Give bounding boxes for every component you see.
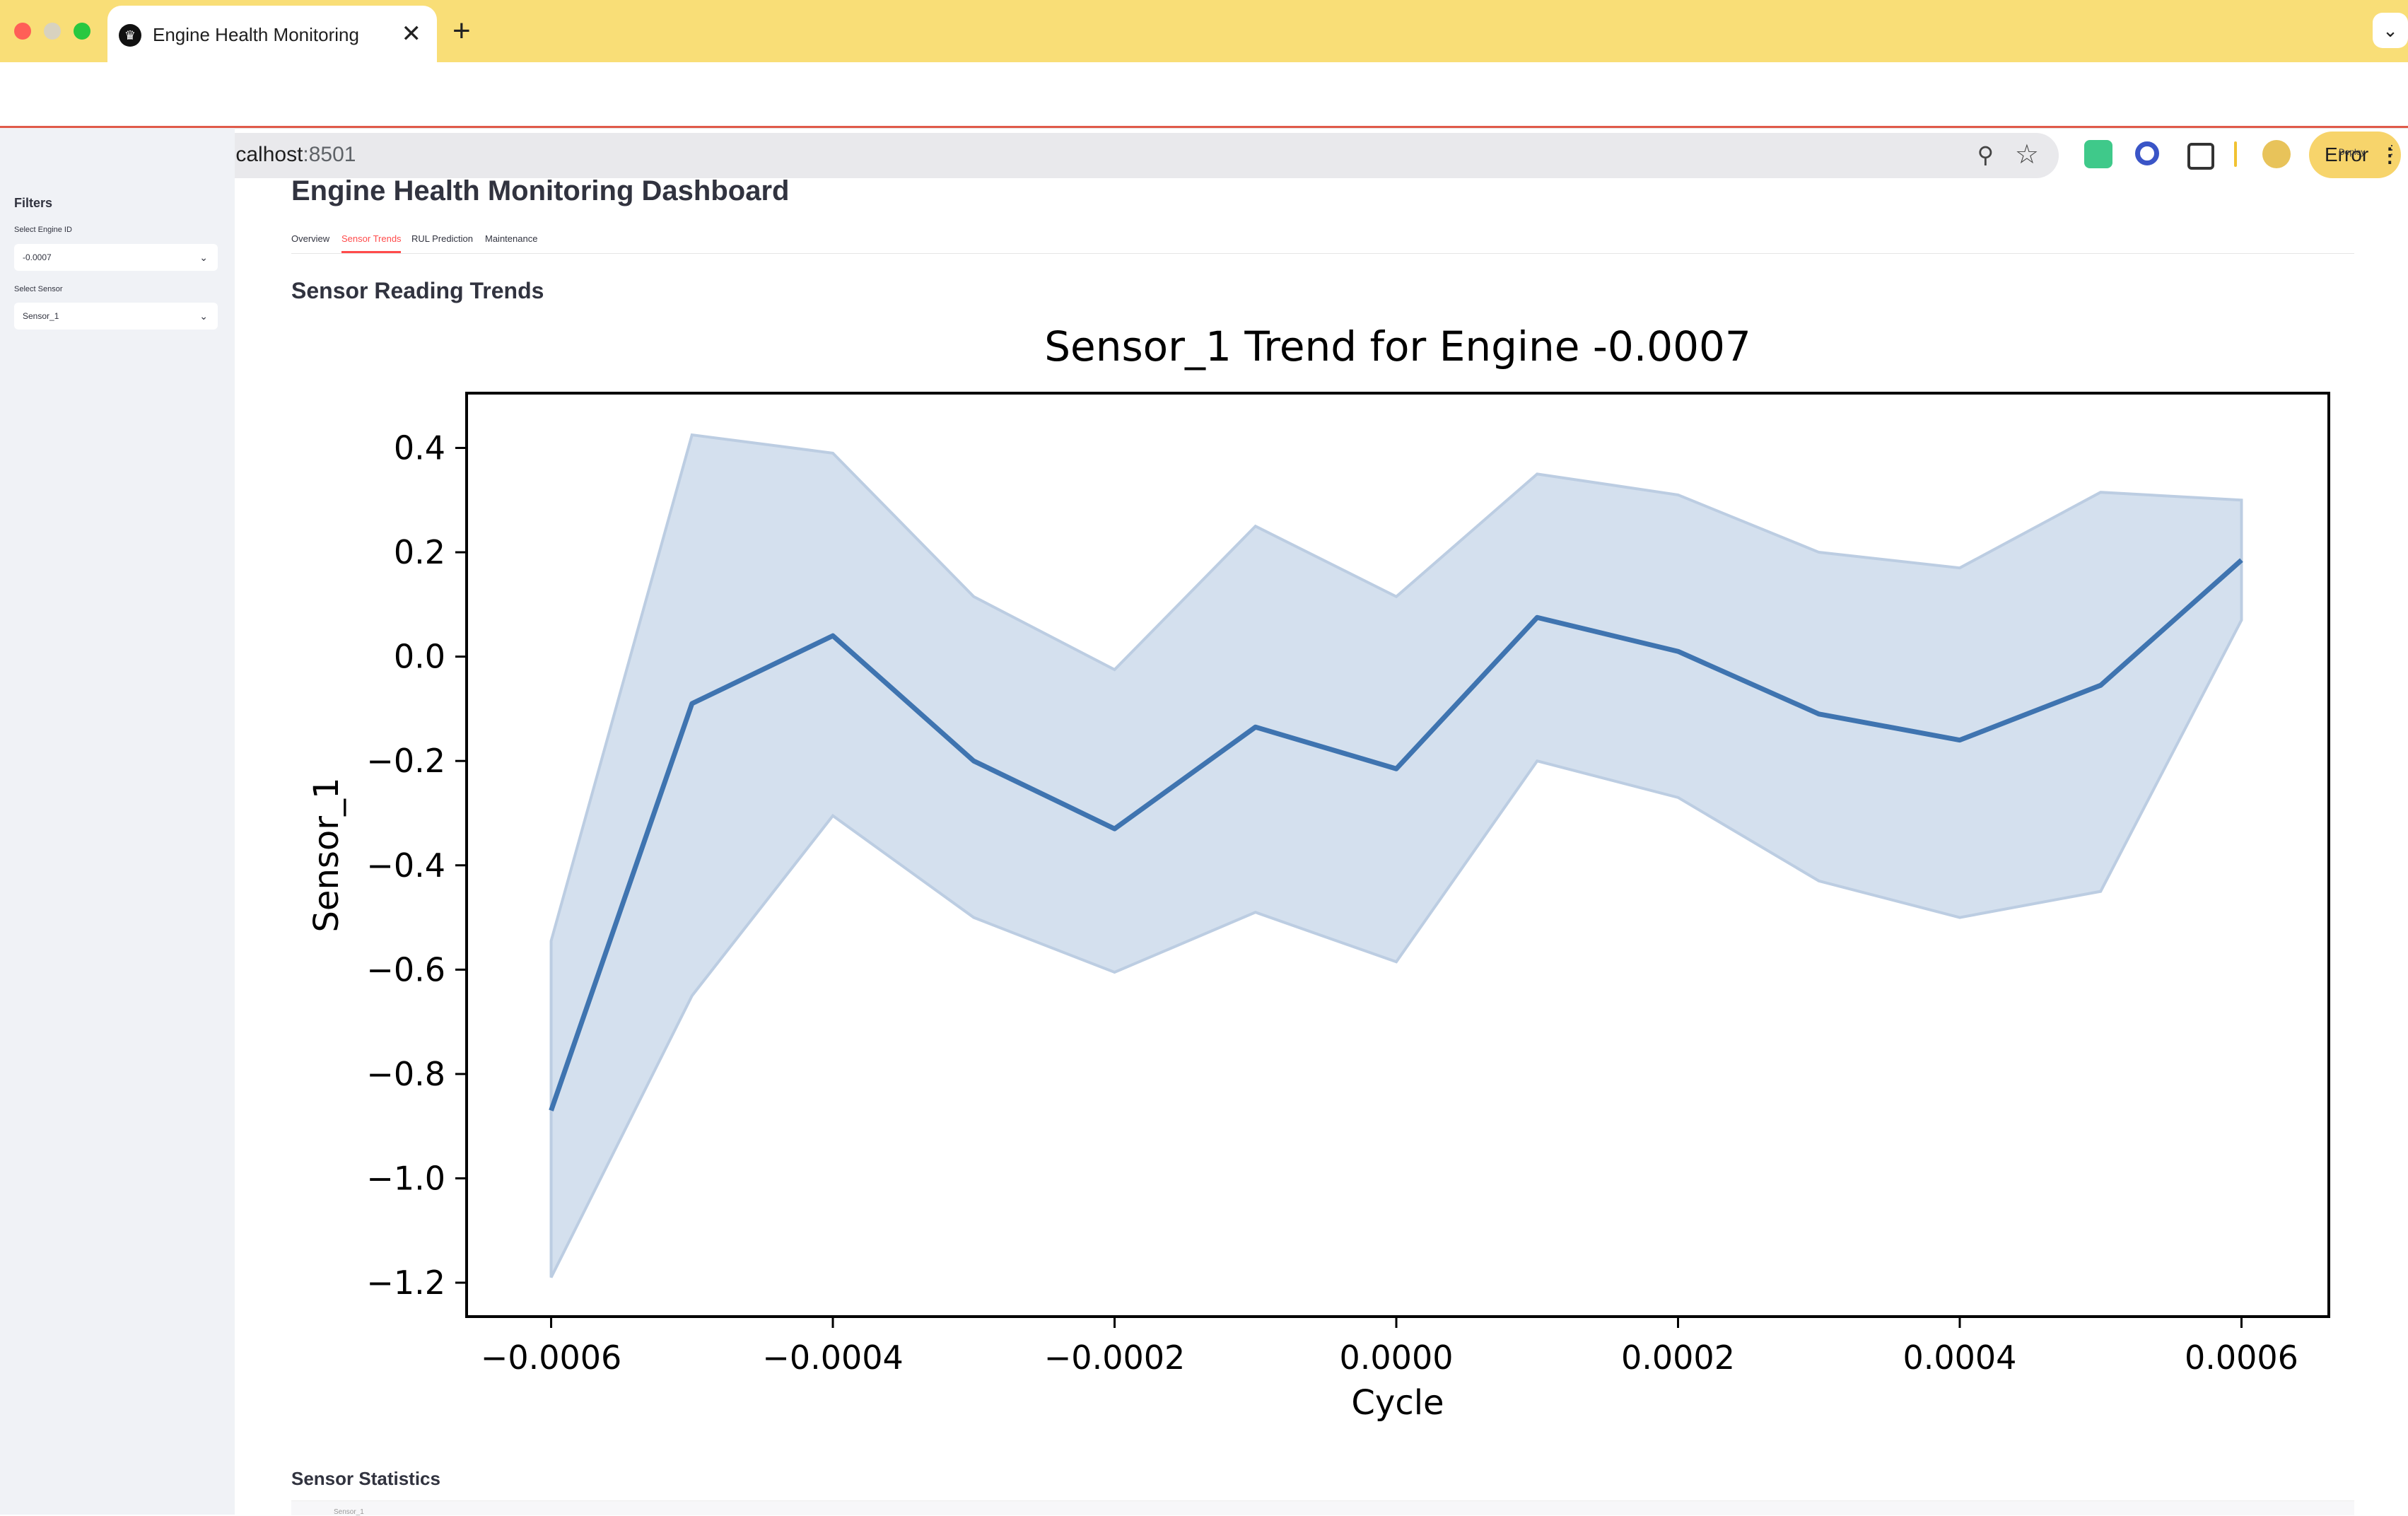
browser-tab-bar: ♛ Engine Health Monitoring ✕ + ⌄ xyxy=(0,0,2408,62)
engine-id-select[interactable]: -0.0007 ⌄ xyxy=(14,244,218,271)
tab-maintenance[interactable]: Maintenance xyxy=(485,233,538,244)
main-menu-icon[interactable]: ⋮ xyxy=(2385,143,2398,157)
x-tick-label: 0.0006 xyxy=(2185,1339,2298,1377)
minimize-window-button[interactable] xyxy=(44,23,61,40)
browser-tab-title: Engine Health Monitoring xyxy=(153,24,359,45)
series-line xyxy=(549,558,2243,1112)
x-tick-label: 0.0000 xyxy=(1340,1339,1454,1377)
browser-toolbar: ← → ↻ i localhost:8501 ⚲ ☆ Error ⋮ xyxy=(0,62,2408,178)
chevron-down-icon: ⌄ xyxy=(199,252,208,263)
y-tick-label: −0.2 xyxy=(366,742,445,780)
close-window-button[interactable] xyxy=(14,23,31,40)
plot-frame xyxy=(465,392,2330,1318)
y-axis-label: Sensor_1 xyxy=(307,777,346,932)
close-tab-icon[interactable]: ✕ xyxy=(401,21,422,47)
sensor-select[interactable]: Sensor_1 ⌄ xyxy=(14,303,218,330)
chevron-down-icon: ⌄ xyxy=(199,310,208,322)
y-tick-label: 0.4 xyxy=(394,428,445,467)
x-tick-label: −0.0002 xyxy=(1044,1339,1186,1377)
y-tick-label: 0.2 xyxy=(394,533,445,571)
sidebar-heading: Filters xyxy=(14,196,53,210)
url-port: :8501 xyxy=(303,143,356,166)
x-tick-label: −0.0006 xyxy=(481,1339,622,1377)
y-tick-label: −1.2 xyxy=(366,1264,445,1302)
extensions-puzzle-icon[interactable] xyxy=(2187,143,2214,170)
plot-area xyxy=(549,433,2243,1278)
profile-avatar-icon[interactable] xyxy=(2262,140,2291,168)
axes: −0.0006 −0.0004 −0.0002 0.0000 0.0002 0.0004 0… xyxy=(366,428,2298,1377)
sensor-select-label: Select Sensor xyxy=(14,285,63,293)
address-bar[interactable]: i localhost:8501 ⚲ ☆ xyxy=(168,133,2059,178)
more-options-icon: ⋮ xyxy=(2380,144,2400,166)
maximize-window-button[interactable] xyxy=(74,23,90,40)
chart-title: Sensor_1 Trend for Engine -0.0007 xyxy=(1044,322,1751,371)
streamlit-crown-icon: ♛ xyxy=(119,24,141,47)
section-heading-statistics: Sensor Statistics xyxy=(291,1468,440,1489)
error-button-label: Error xyxy=(2325,144,2369,165)
bookmark-star-icon[interactable]: ☆ xyxy=(2014,140,2039,170)
tab-list: Overview Sensor Trends RUL Prediction Ma… xyxy=(291,233,2354,254)
table-header-cell: Sensor_1 xyxy=(334,1508,364,1516)
confidence-band xyxy=(549,433,2243,1278)
x-axis-label: Cycle xyxy=(1351,1383,1444,1423)
y-tick-label: −0.8 xyxy=(366,1055,445,1093)
sidebar: Filters Select Engine ID -0.0007 ⌄ Selec… xyxy=(0,128,235,1515)
error-button[interactable]: Error ⋮ xyxy=(2309,132,2401,178)
tab-rul-prediction[interactable]: RUL Prediction xyxy=(411,233,473,244)
active-tab-underline xyxy=(341,251,401,253)
x-tick-label: 0.0004 xyxy=(1903,1339,2016,1377)
x-tick-label: 0.0002 xyxy=(1621,1339,1735,1377)
y-tick-label: −1.0 xyxy=(366,1159,445,1197)
engine-select-label: Select Engine ID xyxy=(14,226,72,234)
zoom-icon[interactable]: ⚲ xyxy=(1977,142,1994,168)
deploy-button[interactable]: Deploy xyxy=(2339,147,2366,157)
y-tick-label: −0.4 xyxy=(366,846,445,885)
browser-tab[interactable]: ♛ Engine Health Monitoring ✕ xyxy=(107,6,437,62)
engine-id-value: -0.0007 xyxy=(23,252,52,262)
tab-sensor-trends[interactable]: Sensor Trends xyxy=(341,233,402,244)
y-tick-label: 0.0 xyxy=(394,638,445,676)
sensor-trend-chart: Sensor_1 Trend for Engine -0.0007 −0.000… xyxy=(307,322,2330,1423)
x-tick-label: −0.0004 xyxy=(762,1339,904,1377)
tab-overview[interactable]: Overview xyxy=(291,233,330,244)
page-loading-bar xyxy=(0,126,2408,128)
statistics-table: Sensor_1 xyxy=(291,1500,2354,1516)
new-tab-button[interactable]: + xyxy=(452,13,471,48)
toolbar-divider xyxy=(2234,141,2237,167)
page-title: Engine Health Monitoring Dashboard xyxy=(291,175,790,206)
extension-green-icon[interactable] xyxy=(2084,140,2112,168)
sensor-value: Sensor_1 xyxy=(23,311,59,321)
section-heading-trends: Sensor Reading Trends xyxy=(291,278,544,303)
tab-search-chevron-icon[interactable]: ⌄ xyxy=(2373,13,2408,48)
url-text[interactable]: localhost:8501 xyxy=(219,143,356,167)
extension-circle-icon[interactable] xyxy=(2135,141,2159,165)
y-tick-label: −0.6 xyxy=(366,950,445,989)
